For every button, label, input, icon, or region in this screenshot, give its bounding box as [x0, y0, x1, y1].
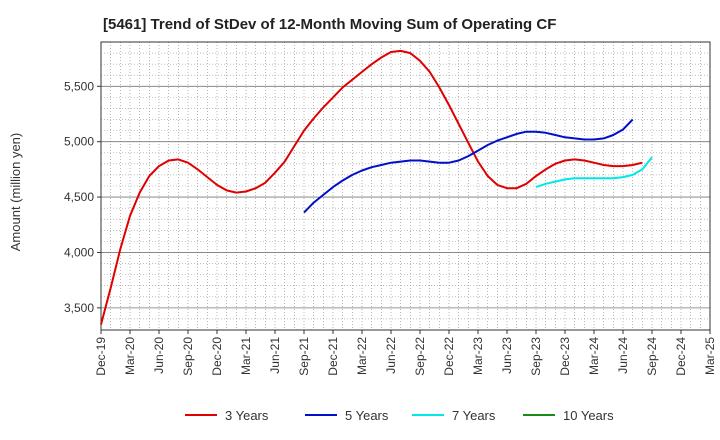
y-tick-label: 5,000 [64, 135, 94, 149]
plot-frame [100, 41, 711, 331]
legend: 3 Years 5 Years 7 Years 10 Years [185, 408, 614, 423]
x-tick-label: Mar-24 [587, 337, 601, 375]
plot-area: 3,500 4,000 4,500 5,000 5,500 Dec-19 Mar-20 Jun… [64, 41, 717, 376]
y-tick-label: 4,000 [64, 245, 94, 259]
x-tick-label: Sep-23 [529, 337, 543, 376]
y-tick-label: 3,500 [64, 301, 94, 315]
x-tick-label: Mar-20 [123, 337, 137, 375]
series-line-2 [303, 118, 634, 214]
x-tick-label: Sep-22 [413, 337, 427, 376]
x-tick-label: Dec-23 [558, 337, 572, 376]
x-tick-label: Jun-23 [500, 337, 514, 374]
x-tick-label: Jun-22 [384, 337, 398, 374]
x-tick-label: Dec-24 [674, 337, 688, 376]
x-tick-label: Sep-21 [297, 337, 311, 376]
y-axis-label: Amount (million yen) [8, 133, 23, 252]
y-tick-label: 5,500 [64, 79, 94, 93]
x-tick-label: Jun-20 [152, 337, 166, 374]
legend-label-4: 10 Years [563, 408, 614, 423]
legend-label-2: 5 Years [345, 408, 389, 423]
x-tick-label: Mar-25 [703, 337, 717, 375]
plot-background [101, 42, 710, 330]
x-tick-label: Sep-24 [645, 337, 659, 376]
x-tick-label: Jun-24 [616, 337, 630, 374]
legend-label-1: 3 Years [225, 408, 269, 423]
chart-title: [5461] Trend of StDev of 12-Month Moving… [103, 16, 556, 33]
legend-label-3: 7 Years [452, 408, 496, 423]
x-tick-label: Dec-20 [210, 337, 224, 376]
x-tick-label: Dec-21 [326, 337, 340, 376]
x-tick-label: Jun-21 [268, 337, 282, 374]
x-tick-label: Dec-19 [94, 337, 108, 376]
x-tick-label: Dec-22 [442, 337, 456, 376]
series-line-3 [535, 156, 653, 189]
x-tick-label: Mar-21 [239, 337, 253, 375]
x-tick-label: Sep-20 [181, 337, 195, 376]
x-tick-label: Mar-23 [471, 337, 485, 375]
x-tick-label: Mar-22 [355, 337, 369, 375]
series-line-1 [100, 49, 643, 325]
y-tick-label: 4,500 [64, 190, 94, 204]
